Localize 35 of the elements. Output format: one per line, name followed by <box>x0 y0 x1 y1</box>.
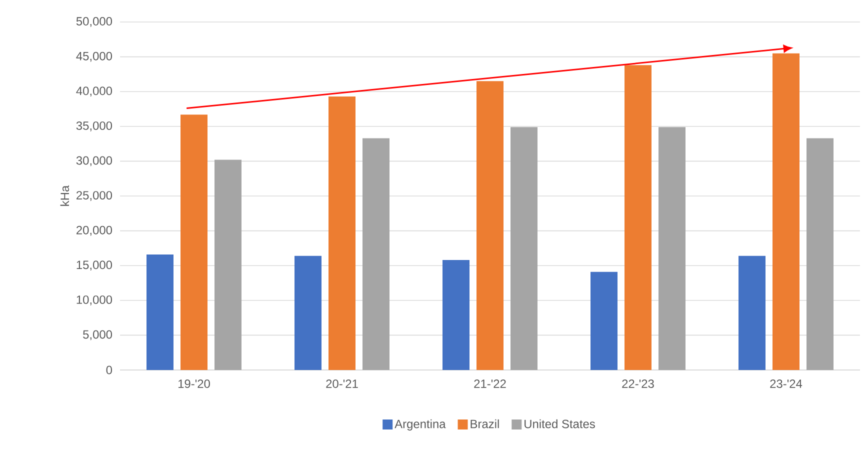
x-tick-label: 22-'23 <box>622 380 654 388</box>
y-tick-label: 30,000 <box>76 156 112 166</box>
bar <box>146 254 174 370</box>
y-tick-label: 35,000 <box>76 121 112 132</box>
bar <box>294 256 322 370</box>
bar <box>738 256 766 370</box>
legend-label: Argentina <box>394 419 446 431</box>
legend-label: Brazil <box>470 419 499 428</box>
y-tick-label: 50,000 <box>76 17 112 27</box>
bar <box>806 138 834 370</box>
bar <box>214 160 242 370</box>
y-axis-title: kHa <box>60 185 70 206</box>
y-tick-label: 20,000 <box>76 226 112 236</box>
bar <box>658 127 686 370</box>
bar <box>624 65 652 370</box>
bar <box>772 53 800 370</box>
bar <box>590 272 618 370</box>
legend-label: United States <box>524 419 595 428</box>
bar <box>476 81 504 370</box>
y-tick-label: 10,000 <box>76 295 112 306</box>
bar <box>328 96 356 370</box>
y-tick-label: 5,000 <box>83 330 112 340</box>
y-tick-label: 25,000 <box>76 191 112 201</box>
bar <box>362 138 390 370</box>
y-tick-label: 0 <box>106 366 112 374</box>
bar <box>510 127 538 370</box>
x-tick-label: 20-'21 <box>326 380 358 388</box>
y-tick-label: 40,000 <box>76 86 112 97</box>
x-tick-label: 21-'22 <box>474 380 506 388</box>
bar <box>180 114 208 370</box>
y-tick-label: 45,000 <box>76 52 112 62</box>
x-tick-label: 19-'20 <box>178 380 210 388</box>
y-tick-label: 15,000 <box>76 260 112 271</box>
x-tick-label: 23-'24 <box>770 380 802 388</box>
bar <box>442 260 470 370</box>
